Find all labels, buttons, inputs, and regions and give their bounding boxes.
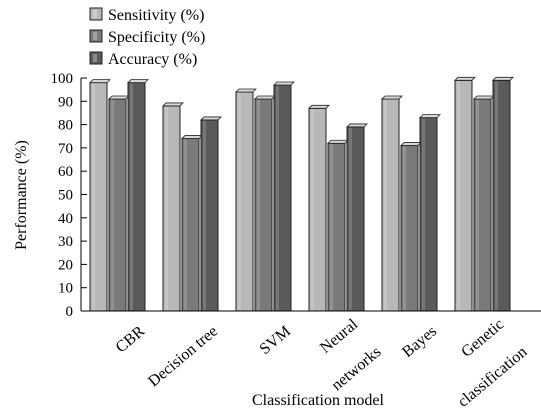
y-tick-label: 60	[58, 164, 73, 180]
bar-highlight	[476, 99, 479, 310]
y-tick-label: 50	[58, 188, 73, 204]
legend-swatch-highlight	[93, 32, 97, 40]
bar-highlight	[422, 118, 425, 310]
legend-swatch	[89, 7, 103, 21]
bars	[89, 76, 514, 312]
legend-swatch-highlight	[93, 10, 97, 18]
bar-highlight	[184, 139, 187, 310]
x-axis-label: Classification model	[252, 392, 385, 409]
bar-top-cap	[419, 114, 441, 119]
y-tick-label: 80	[58, 118, 73, 134]
bar-top-cap	[273, 81, 295, 86]
bar-highlight	[403, 146, 406, 310]
y-tick-label: 30	[58, 234, 73, 250]
bar-top-cap	[308, 104, 330, 109]
x-tick-label-group: SVM	[257, 323, 294, 358]
bar-top-cap	[381, 95, 403, 100]
x-tick-label: networks	[329, 343, 385, 394]
y-tick-label: 10	[58, 281, 73, 297]
bar-highlight	[257, 99, 260, 310]
legend-swatch	[89, 51, 103, 65]
x-tick-label: Decision tree	[145, 323, 221, 391]
bar-top-cap	[127, 79, 149, 84]
bar-top-cap	[454, 76, 476, 81]
bar-highlight	[165, 106, 168, 311]
bar-top-cap	[254, 95, 276, 100]
x-tick-label: Bayes	[399, 323, 440, 361]
y-tick-label: 0	[66, 304, 74, 320]
bar-highlight	[276, 85, 279, 311]
bar-highlight	[495, 81, 498, 310]
bar-top-cap	[346, 123, 368, 128]
x-tick-label-group: Decision tree	[145, 323, 221, 391]
bar-highlight	[203, 120, 206, 310]
y-tick-label: 70	[58, 141, 73, 157]
bar-top-cap	[181, 135, 203, 139]
x-tick-label: CBR	[113, 323, 149, 357]
y-tick-label: 20	[58, 257, 73, 273]
bar-top-cap	[200, 116, 222, 121]
y-tick-label: 40	[58, 211, 73, 227]
bar-top-cap	[108, 95, 130, 100]
bar-top-cap	[235, 88, 257, 93]
bar-top-cap	[89, 79, 111, 84]
legend: Sensitivity (%) Specificity (%) Accuracy (…	[89, 7, 205, 68]
bar-top-cap	[400, 142, 422, 146]
bar-highlight	[349, 127, 352, 311]
bar-top-cap	[162, 102, 184, 107]
legend-swatch-highlight	[93, 54, 97, 62]
legend-swatch	[89, 29, 103, 43]
bar-highlight	[311, 109, 314, 310]
bar-highlight	[111, 99, 114, 310]
bar-top-cap	[473, 95, 495, 100]
bar-highlight	[384, 99, 387, 310]
x-tick-label-group: CBR	[113, 323, 149, 357]
x-tick-label-group: Bayes	[399, 323, 440, 361]
legend-label: Sensitivity (%)	[108, 7, 204, 24]
legend-label: Specificity (%)	[108, 29, 205, 46]
y-tick-label: 90	[58, 94, 73, 110]
bar-highlight	[238, 92, 241, 310]
y-ticks: 0 10 20 30 40 50 60 70 80 90 100	[51, 71, 87, 320]
bar-highlight	[330, 144, 333, 310]
x-tick-label: Neural	[317, 316, 362, 357]
legend-label: Accuracy (%)	[108, 51, 197, 68]
bar-highlight	[130, 83, 133, 310]
bar-top-cap	[327, 139, 349, 144]
bar-highlight	[457, 81, 460, 310]
y-axis-label: Performance (%)	[13, 140, 30, 250]
y-tick-label: 100	[51, 71, 74, 87]
bar-top-cap	[492, 76, 514, 81]
bar-highlight	[92, 83, 95, 310]
x-tick-label: Genetic	[458, 316, 507, 361]
x-tick-label: SVM	[257, 323, 294, 358]
